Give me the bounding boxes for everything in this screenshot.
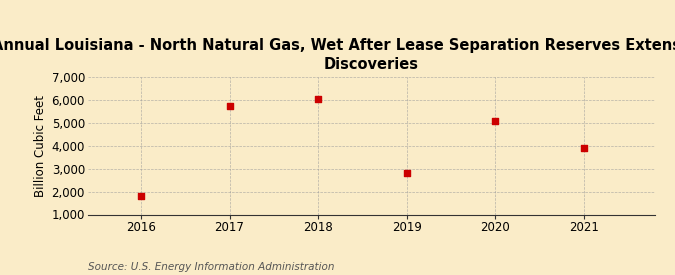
Text: Source: U.S. Energy Information Administration: Source: U.S. Energy Information Administ…	[88, 262, 334, 272]
Point	[224, 103, 235, 108]
Point	[578, 146, 589, 150]
Point	[136, 194, 146, 198]
Point	[313, 97, 323, 102]
Point	[401, 171, 412, 175]
Point	[490, 118, 501, 123]
Title: Annual Louisiana - North Natural Gas, Wet After Lease Separation Reserves Extens: Annual Louisiana - North Natural Gas, We…	[0, 38, 675, 72]
Y-axis label: Billion Cubic Feet: Billion Cubic Feet	[34, 95, 47, 197]
